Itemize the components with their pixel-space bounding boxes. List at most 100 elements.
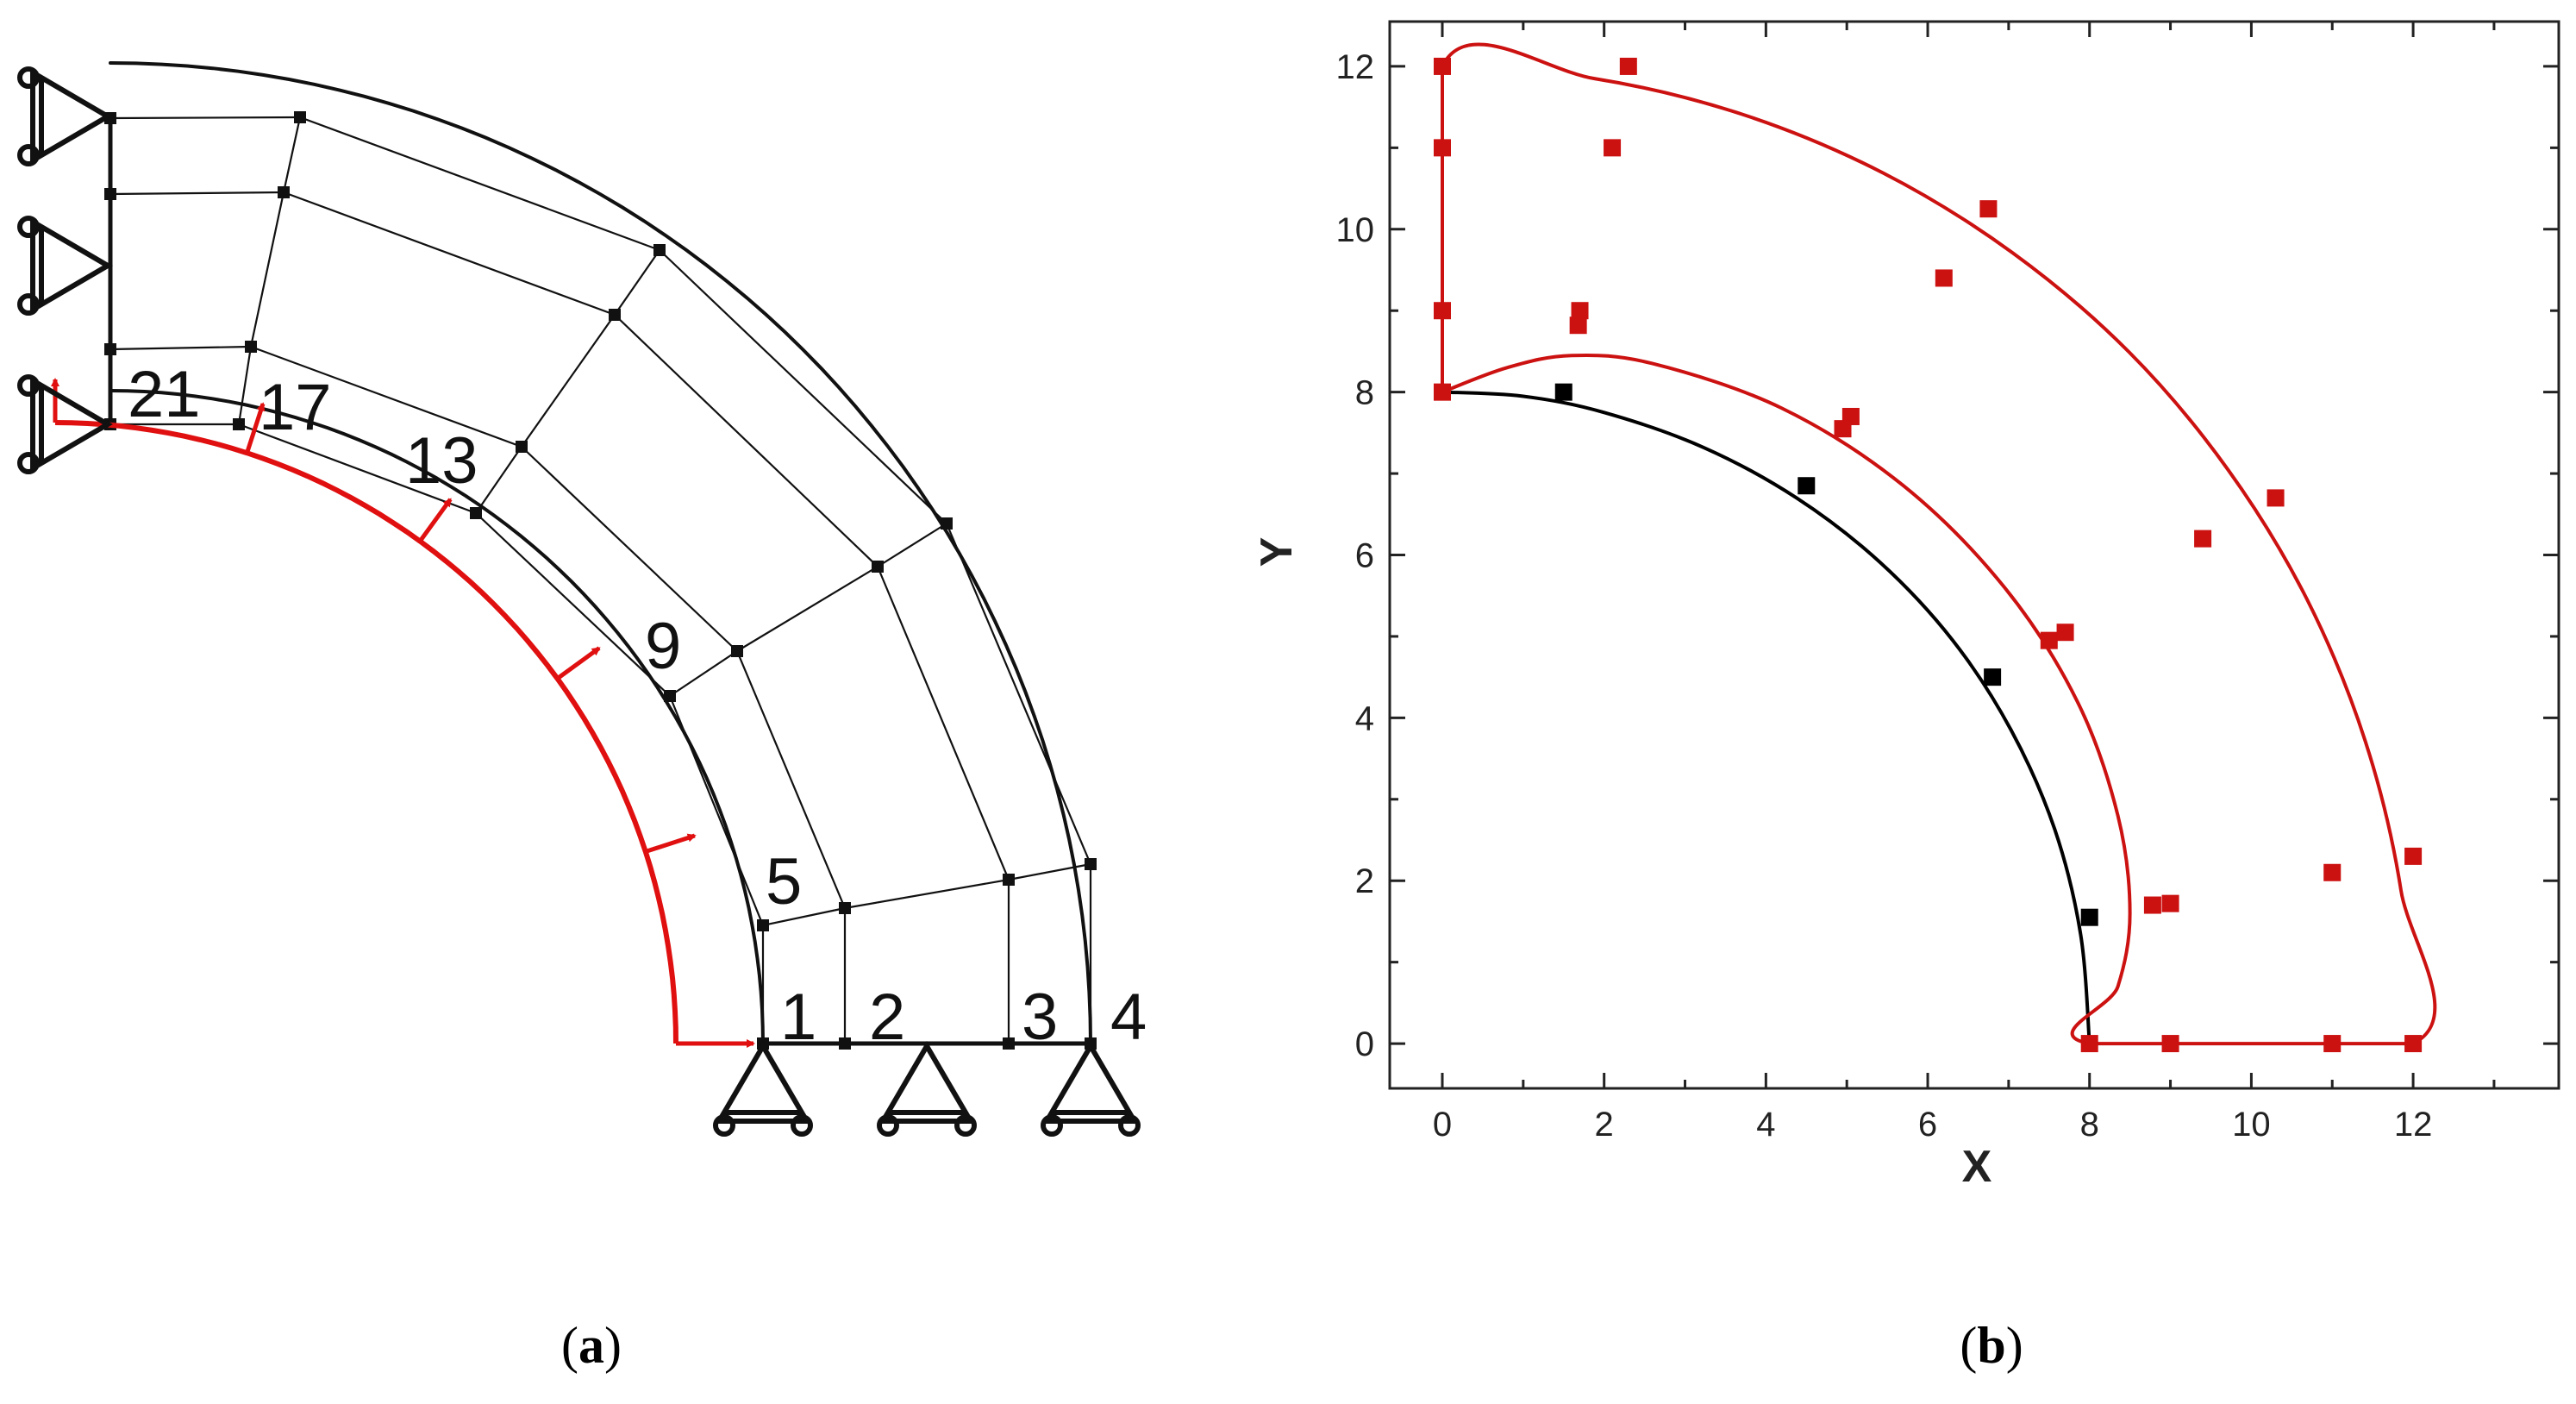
inner-boundary-arc [109, 389, 765, 1045]
mesh-edge [735, 565, 879, 653]
roller-wheel [17, 144, 40, 166]
data-point [1604, 139, 1622, 157]
mesh-node [245, 341, 257, 353]
y-tick-label: 6 [1355, 537, 1374, 575]
plot-frame [1388, 20, 2560, 1090]
mesh-edge [109, 191, 285, 196]
data-point [2404, 1035, 2423, 1053]
series-line-2 [1441, 42, 2437, 1046]
node-label-17: 17 [259, 371, 332, 444]
mesh-edge [876, 565, 1010, 881]
series-line-0 [1441, 390, 2091, 1044]
roller-supports [17, 66, 1141, 1137]
mesh-edge [668, 649, 739, 698]
mesh-node [294, 111, 306, 123]
node-label-2: 2 [869, 981, 905, 1054]
outer-boundary-arc [109, 61, 1092, 1045]
mesh-node [839, 902, 851, 914]
support-triangle [719, 1041, 807, 1115]
mesh-element-lines [108, 61, 1093, 1046]
support-triangle [883, 1041, 971, 1115]
mesh-edge [613, 313, 879, 568]
mesh-node [233, 418, 245, 430]
mesh-edge [658, 248, 948, 525]
mesh-edge [876, 522, 948, 568]
pressure-arrow [556, 646, 601, 680]
mesh-node [941, 517, 953, 530]
x-tick-label: 12 [2394, 1106, 2433, 1144]
node-label-4: 4 [1110, 981, 1147, 1054]
node-label-5: 5 [766, 845, 802, 918]
mesh-edge [520, 313, 616, 448]
mesh-node [1003, 874, 1015, 886]
mesh-edge [945, 522, 1092, 866]
mesh-node [653, 244, 666, 256]
mesh-node [1085, 858, 1097, 870]
support-triangle [39, 222, 113, 310]
data-point [1935, 269, 1953, 287]
roller-wheel [17, 452, 40, 474]
mesh-edge [282, 116, 302, 194]
mesh-edge [1007, 862, 1092, 881]
data-point [1571, 302, 1589, 320]
mesh-node [104, 188, 116, 200]
x-tick-label: 4 [1756, 1106, 1775, 1144]
x-tick-label: 0 [1433, 1106, 1452, 1144]
roller-wheel [17, 216, 40, 238]
roller-wheel [713, 1114, 735, 1137]
mesh-edge [668, 694, 765, 927]
mesh-edge [520, 445, 739, 653]
support-triangle [39, 380, 113, 468]
data-point [1984, 668, 2002, 686]
mesh-node [516, 441, 528, 453]
data-point [1554, 383, 1572, 401]
mesh-node [1003, 1037, 1015, 1050]
mesh-edge [249, 191, 285, 348]
data-point [1569, 317, 1587, 335]
roller-wheel [1041, 1114, 1063, 1137]
y-tick-label: 4 [1355, 699, 1374, 737]
data-point [2267, 489, 2285, 507]
mesh-edge [249, 345, 523, 448]
mesh-edge [109, 116, 302, 120]
mesh-node [731, 645, 743, 657]
data-point [2080, 1035, 2098, 1053]
caption-a: (a) [561, 1317, 622, 1374]
mesh-node [757, 919, 769, 931]
y-tick-label: 8 [1355, 374, 1374, 412]
mesh-node [470, 507, 482, 519]
axis-tick-labels: 0 2 4 6 8 10 12 0 2 4 6 8 10 12 [1336, 48, 2433, 1144]
mesh-edge [843, 878, 1010, 910]
data-point [2161, 894, 2179, 912]
data-point [2404, 847, 2423, 865]
roller-wheel [17, 293, 40, 316]
mesh-nodes [104, 111, 1097, 1050]
data-point [1433, 139, 1451, 157]
data-point [2143, 896, 2161, 914]
roller-wheel [17, 374, 40, 397]
mesh-edge [474, 445, 523, 515]
roller-wheel [1118, 1114, 1141, 1137]
y-tick-label: 10 [1336, 211, 1375, 249]
data-point [1433, 57, 1451, 75]
node-label-21: 21 [128, 358, 201, 431]
node-label-9: 9 [645, 610, 681, 683]
y-tick-label: 0 [1355, 1025, 1374, 1063]
data-point [2323, 863, 2342, 881]
data-point [1798, 477, 1816, 495]
mesh-edge [109, 345, 253, 351]
node-label-3: 3 [1022, 981, 1058, 1054]
mesh-edge [613, 248, 661, 317]
pressure-arrow [418, 498, 453, 542]
data-point [2056, 624, 2074, 642]
data-point [2161, 1035, 2179, 1053]
data-point [2080, 908, 2098, 926]
caption-b: (b) [1960, 1317, 2023, 1374]
roller-wheel [877, 1114, 899, 1137]
mesh-node [872, 561, 884, 573]
x-tick-label: 6 [1918, 1106, 1937, 1144]
pressure-arc [54, 420, 678, 1044]
mesh-edge [237, 345, 253, 426]
data-point [2040, 631, 2058, 649]
node-label-1: 1 [780, 981, 816, 1054]
